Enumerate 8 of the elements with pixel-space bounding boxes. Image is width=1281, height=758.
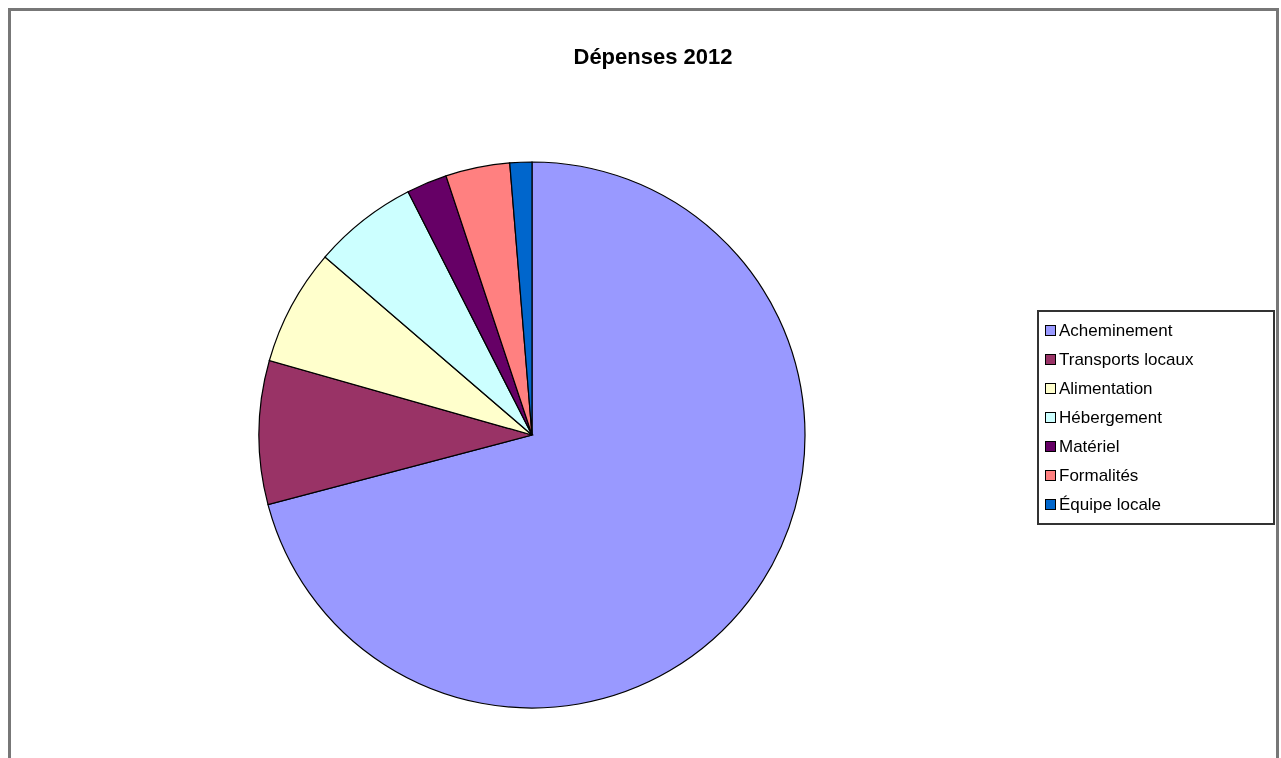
legend-label: Hébergement (1059, 407, 1163, 428)
chart-title: Dépenses 2012 (572, 44, 734, 70)
legend-label: Alimentation (1059, 378, 1153, 399)
legend-label: Transports locaux (1059, 349, 1194, 370)
legend-label: Matériel (1059, 436, 1120, 457)
legend-label: Acheminement (1059, 320, 1173, 341)
legend-label: Formalités (1059, 465, 1139, 486)
legend-label: Équipe locale (1059, 494, 1162, 515)
